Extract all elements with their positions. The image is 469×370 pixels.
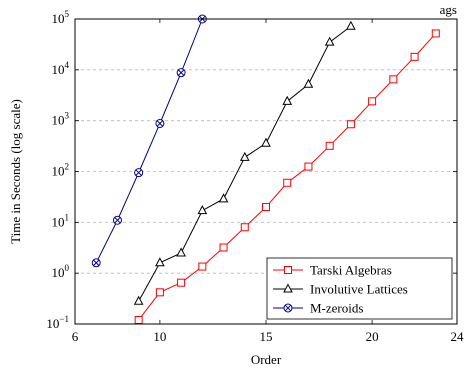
data-point bbox=[283, 283, 293, 293]
data-point bbox=[198, 262, 207, 271]
data-point bbox=[346, 120, 355, 129]
legend-label: Tarski Algebras bbox=[310, 263, 392, 278]
x-tick-label: 6 bbox=[72, 329, 79, 344]
data-point bbox=[325, 141, 334, 150]
data-point bbox=[303, 78, 314, 88]
x-tick-label: 15 bbox=[260, 329, 273, 344]
data-point bbox=[176, 247, 186, 257]
data-point bbox=[134, 315, 143, 324]
data-point bbox=[240, 223, 249, 232]
x-tick-label: 24 bbox=[451, 329, 465, 344]
data-point bbox=[112, 215, 122, 225]
y-tick-label: 100 bbox=[52, 263, 70, 280]
data-point bbox=[431, 29, 440, 38]
legend: Tarski Algebras Involutive Lattices M-zero… bbox=[266, 257, 453, 320]
y-tick-label: 105 bbox=[52, 9, 70, 26]
y-tick-label: 102 bbox=[52, 162, 70, 179]
data-point bbox=[282, 95, 293, 105]
series-involutive-lattices bbox=[133, 20, 356, 305]
data-point bbox=[283, 303, 293, 313]
series-tarski-algebras bbox=[134, 29, 440, 324]
ticks: 10−1 100 101 102 103 104 105 6 10 15 20 24 bbox=[46, 9, 464, 344]
x-tick-label: 20 bbox=[366, 329, 379, 344]
data-point bbox=[176, 68, 186, 78]
series-layer bbox=[91, 14, 440, 324]
x-axis-label: Order bbox=[251, 352, 282, 367]
data-point bbox=[368, 97, 377, 106]
data-point bbox=[134, 168, 144, 178]
legend-label: M-zeroids bbox=[310, 301, 363, 316]
data-point bbox=[219, 243, 228, 252]
data-point bbox=[197, 205, 208, 215]
series-line bbox=[95, 18, 203, 264]
x-tick-label: 10 bbox=[153, 329, 166, 344]
data-point bbox=[389, 75, 398, 84]
data-point bbox=[177, 278, 186, 287]
data-point bbox=[262, 203, 270, 212]
series-m-zeroids bbox=[91, 14, 207, 268]
legend-item: M-zeroids bbox=[273, 301, 363, 316]
data-point bbox=[261, 137, 271, 147]
legend-label: Involutive Lattices bbox=[310, 282, 408, 297]
data-point bbox=[410, 52, 419, 61]
data-point bbox=[239, 151, 250, 161]
data-point bbox=[91, 258, 101, 268]
y-tick-label: 10−1 bbox=[46, 314, 69, 331]
data-point bbox=[324, 36, 335, 46]
y-tick-label: 103 bbox=[52, 111, 70, 128]
data-point bbox=[346, 20, 356, 30]
data-point bbox=[133, 295, 144, 305]
data-point bbox=[283, 178, 292, 187]
data-point bbox=[218, 193, 229, 203]
data-point bbox=[155, 118, 165, 128]
data-point bbox=[155, 257, 165, 267]
legend-item: Involutive Lattices bbox=[273, 282, 408, 297]
y-axis-label: Time in Seconds (log scale) bbox=[8, 99, 23, 244]
grid bbox=[75, 69, 457, 274]
data-point bbox=[155, 288, 164, 297]
data-point bbox=[304, 162, 313, 171]
y-tick-label: 104 bbox=[52, 60, 70, 77]
legend-item: Tarski Algebras bbox=[273, 263, 392, 278]
data-point bbox=[284, 266, 292, 274]
chart-title: ags bbox=[440, 2, 457, 17]
y-tick-label: 101 bbox=[52, 212, 70, 229]
